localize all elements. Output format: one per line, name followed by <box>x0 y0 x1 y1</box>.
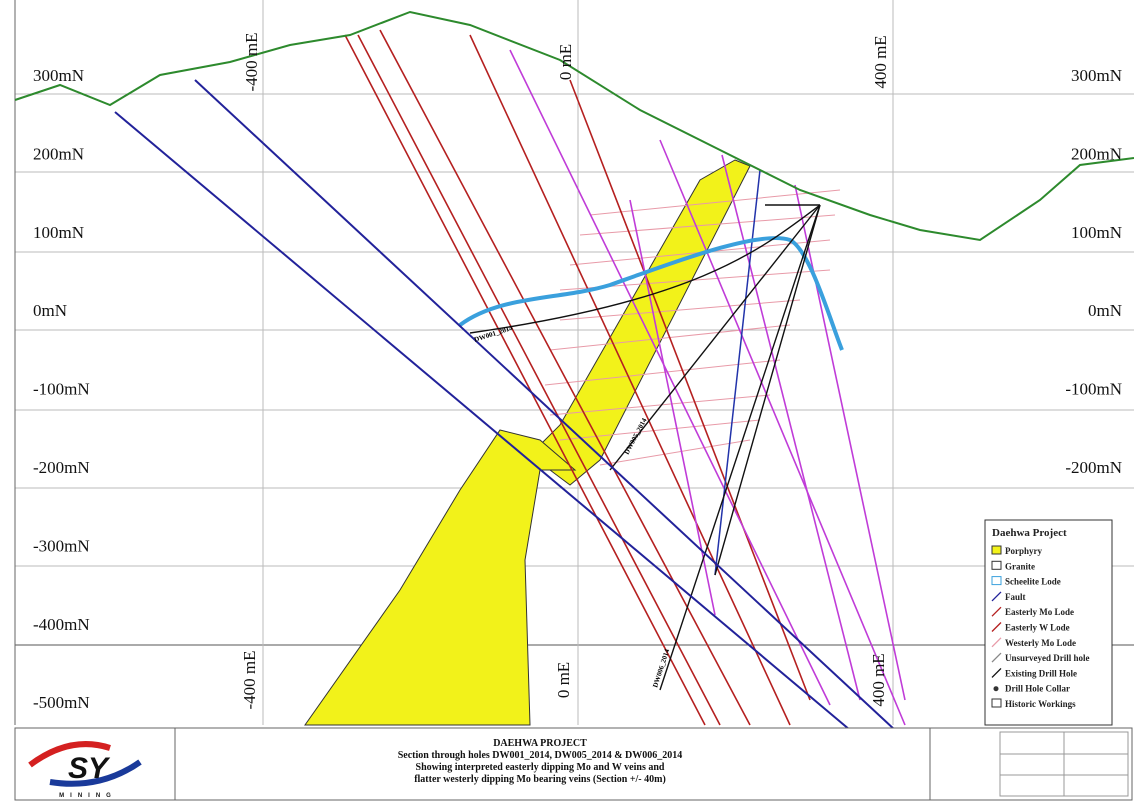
easting-label: 0 mE <box>556 44 575 80</box>
legend-symbol <box>991 591 1002 602</box>
legend-label: Drill Hole Collar <box>1005 684 1070 694</box>
lode <box>659 139 906 726</box>
legend-symbol <box>991 622 1002 632</box>
legend-label: Fault <box>1005 592 1026 602</box>
northing-label: 300mN <box>1071 66 1122 85</box>
legend-symbol <box>991 637 1002 648</box>
northing-label: -100mN <box>33 380 90 399</box>
legend-label: Easterly W Lode <box>1005 623 1070 633</box>
legend-label: Existing Drill Hole <box>1005 668 1077 678</box>
lode <box>559 419 761 441</box>
northing-label: 100mN <box>1071 223 1122 242</box>
scheelite-lode <box>458 236 844 351</box>
logo-text: SY <box>68 752 111 785</box>
logo-subtext: MINING <box>59 793 117 799</box>
legend-box <box>984 519 1113 726</box>
legend-label: Easterly Mo Lode <box>1005 607 1074 617</box>
legend-symbol <box>991 606 1002 617</box>
northing-label: -200mN <box>1065 458 1122 477</box>
northing-label: 0mN <box>33 301 67 320</box>
title-block: DAEHWA PROJECT Section through holes DW0… <box>14 727 1133 801</box>
topography <box>14 10 1134 242</box>
legend-symbol <box>991 652 1002 663</box>
northing-label: 100mN <box>33 223 84 242</box>
legend-symbol <box>991 698 1002 708</box>
legend-symbol <box>991 667 1002 678</box>
porphyry <box>304 429 577 726</box>
drill-hole <box>659 204 821 691</box>
lode <box>357 34 721 726</box>
legend-label: Porphyry <box>1005 546 1042 556</box>
legend-symbol <box>993 686 999 692</box>
easterly-w-lodes <box>344 29 811 726</box>
legend-items: Porphyry Granite Scheelite Lode Fault Easter… <box>991 545 1090 709</box>
legend-title: Daehwa Project <box>992 527 1067 539</box>
easting-label: 400 mE <box>869 653 888 706</box>
lode <box>549 394 771 416</box>
logo-swoosh <box>28 741 111 768</box>
title-block-frame <box>14 727 1133 801</box>
easting-label: -400 mE <box>240 650 259 709</box>
drill-hole <box>469 204 821 334</box>
subtitle: Showing interpreted easterly dipping Mo … <box>416 762 665 773</box>
northing-label: -200mN <box>33 458 90 477</box>
title: DAEHWA PROJECT <box>493 738 587 749</box>
northing-label: 200mN <box>33 144 84 163</box>
legend-symbol <box>991 576 1002 586</box>
drill-holes <box>469 204 821 691</box>
fault <box>194 79 896 731</box>
legend-label: Granite <box>1005 561 1035 571</box>
northing-label: 300mN <box>33 66 84 85</box>
lode <box>544 359 781 386</box>
easting-label: 400 mE <box>871 35 890 88</box>
labels: 300mN 200mN 100mN 0mN -100mN -200mN -300mN -400… <box>33 32 1122 712</box>
lode <box>629 199 716 616</box>
legend-symbol <box>991 560 1002 570</box>
grid <box>14 0 1134 725</box>
lode <box>599 439 751 466</box>
northing-label: -300mN <box>33 536 90 555</box>
legend-label: Scheelite Lode <box>1005 577 1061 587</box>
subtitle: Section through holes DW001_2014, DW005_… <box>398 750 683 761</box>
easting-label: 0 mE <box>554 662 573 698</box>
legend-label: Historic Workings <box>1005 699 1076 709</box>
drill-hole <box>609 204 821 471</box>
lode <box>569 79 811 701</box>
lode <box>344 34 706 726</box>
legend: Daehwa Project Porphyry Granite Scheelite … <box>984 519 1113 726</box>
drill-hole <box>714 204 821 576</box>
lode <box>469 34 791 726</box>
legend-symbol <box>991 545 1002 555</box>
lode <box>579 214 836 236</box>
lode <box>379 29 751 726</box>
easting-label: -400 mE <box>242 32 261 91</box>
subtitle: flatter westerly dipping Mo bearing vein… <box>414 774 666 785</box>
northing-label: -500mN <box>33 693 90 712</box>
northing-label: 200mN <box>1071 144 1122 163</box>
logo-swoosh <box>49 759 142 787</box>
lode <box>721 154 861 701</box>
northing-label: -100mN <box>1065 380 1122 399</box>
northing-label: -400mN <box>33 615 90 634</box>
northing-label: 0mN <box>1088 301 1122 320</box>
fault <box>114 111 851 731</box>
legend-label: Westerly Mo Lode <box>1005 638 1076 648</box>
lode <box>509 49 831 706</box>
legend-label: Unsurveyed Drill hole <box>1005 653 1090 663</box>
fault <box>714 169 761 576</box>
